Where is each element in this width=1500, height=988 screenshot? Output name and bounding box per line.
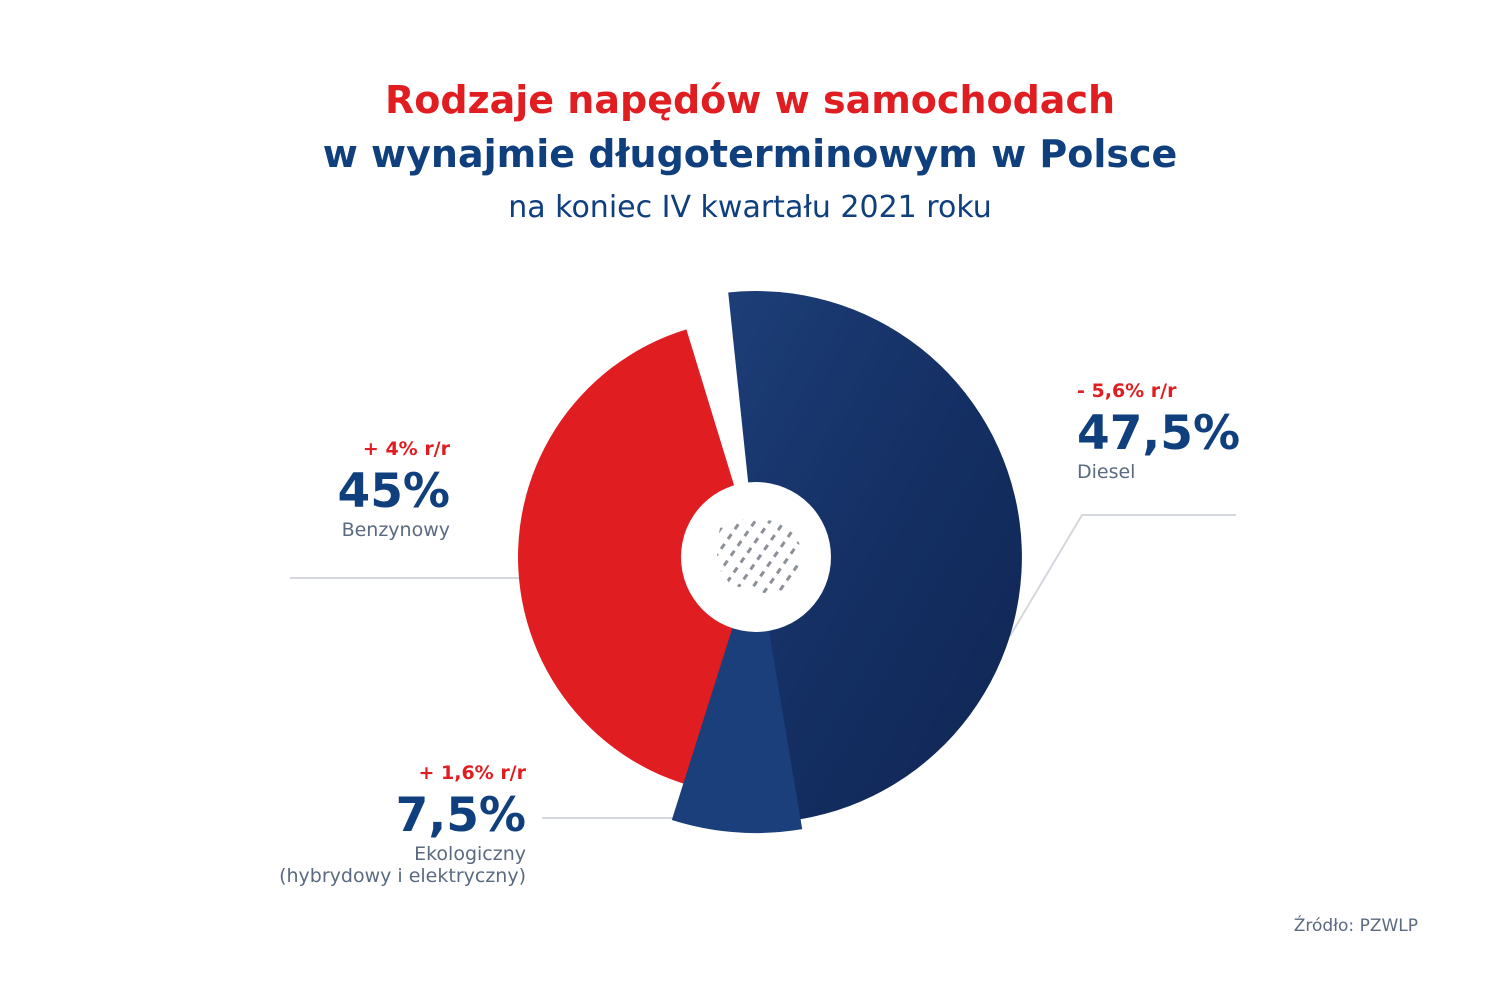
- name-ekologiczny-line2: (hybrydowy i elektryczny): [279, 865, 526, 887]
- name-benzynowy: Benzynowy: [341, 519, 450, 541]
- label-ekologiczny: + 1,6% r/r 7,5% Ekologiczny (hybrydowy i…: [279, 762, 526, 887]
- slice-benzynowy: [518, 329, 756, 795]
- label-benzynowy: + 4% r/r 45% Benzynowy: [338, 438, 451, 541]
- change-diesel: - 5,6% r/r: [1077, 380, 1177, 402]
- chart-subtitle: na koniec IV kwartału 2021 roku: [508, 190, 992, 225]
- label-diesel: - 5,6% r/r 47,5% Diesel: [1077, 380, 1240, 483]
- change-ekologiczny: + 1,6% r/r: [418, 762, 526, 784]
- slice-diesel: [728, 291, 1022, 820]
- name-ekologiczny: Ekologiczny: [414, 843, 526, 865]
- chart-title-line2: w wynajmie długoterminowym w Polsce: [322, 132, 1178, 176]
- value-benzynowy: 45%: [337, 464, 451, 519]
- change-benzynowy: + 4% r/r: [362, 438, 450, 460]
- slice-ekologiczny: [671, 553, 803, 833]
- name-diesel: Diesel: [1077, 461, 1136, 483]
- value-ekologiczny: 7,5%: [395, 788, 526, 843]
- value-diesel: 47,5%: [1077, 406, 1241, 461]
- poland-map-icon: [716, 518, 802, 594]
- source-note: Źródło: PZWLP: [1293, 916, 1418, 936]
- leader-diesel: [1009, 514, 1236, 637]
- chart-title-line1: Rodzaje napędów w samochodach: [384, 78, 1116, 122]
